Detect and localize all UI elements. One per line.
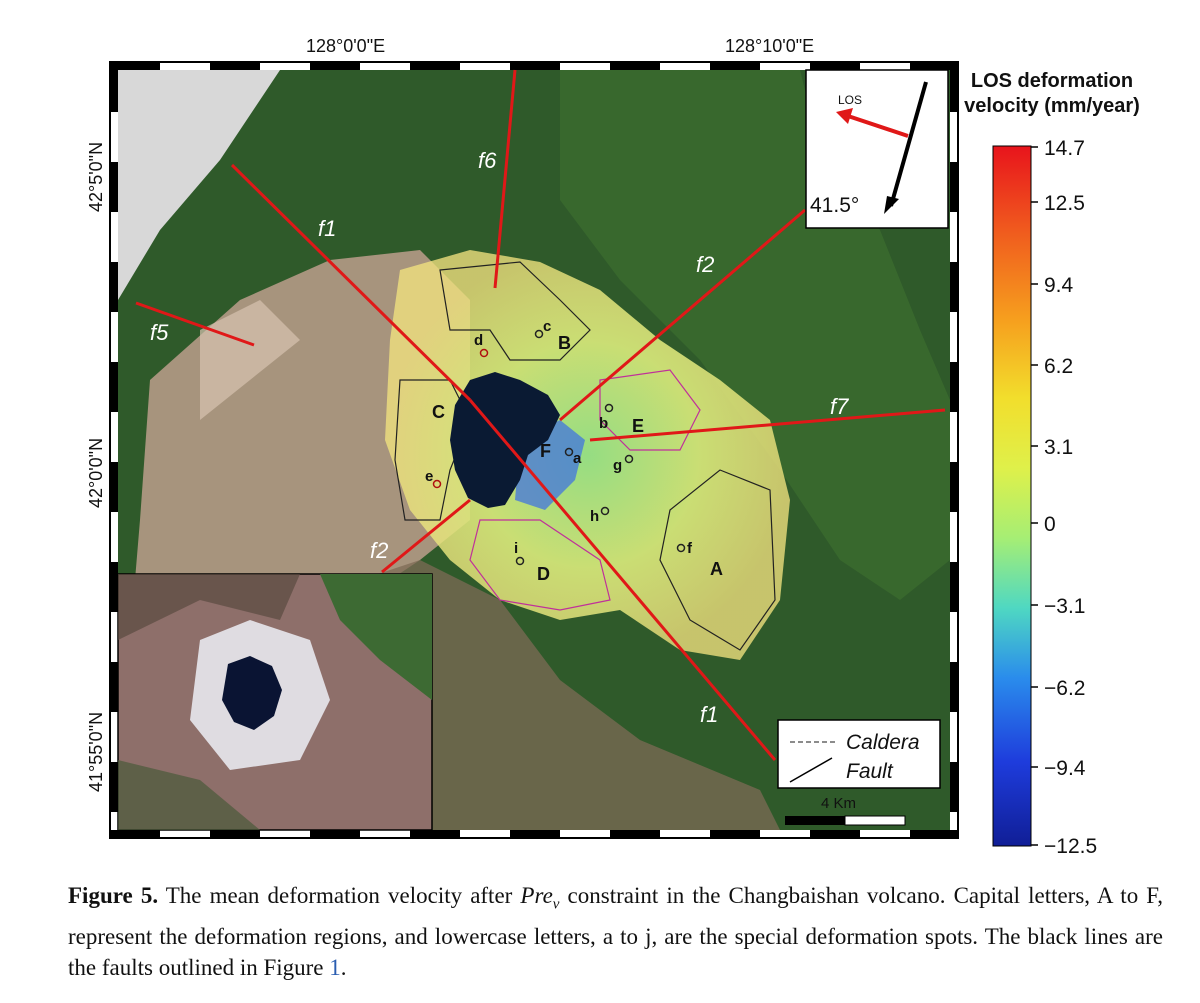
colorbar-tick-label: 6.2 [1044, 355, 1073, 378]
colorbar-tick-label: −6.2 [1044, 677, 1085, 700]
colorbar: LOS deformation velocity (mm/year) 14.7 … [964, 70, 1140, 858]
map-border-ticks [110, 62, 958, 838]
colorbar-tick-label: 12.5 [1044, 192, 1085, 215]
caption-end: . [340, 954, 347, 980]
fault-label-f2-south: f2 [370, 538, 388, 563]
fault-label-f6: f6 [478, 148, 497, 173]
region-label-E: E [632, 416, 644, 436]
fault-lines [135, 69, 946, 761]
fault-label-f2-north: f2 [696, 252, 714, 277]
colorbar-tick-label: 0 [1044, 513, 1056, 536]
map-legend: Caldera Fault 4 Km [777, 719, 941, 826]
spot-label-a: a [573, 450, 582, 467]
spot-label-f: f [687, 540, 693, 557]
region-label-A: A [710, 559, 723, 579]
colorbar-title-line2: velocity (mm/year) [964, 95, 1140, 117]
fault-label-f1-south: f1 [700, 702, 718, 727]
figure-caption: Figure 5. The mean deformation velocity … [68, 880, 1163, 983]
scale-bar-label: 4 Km [821, 795, 856, 812]
fault-f1-north [230, 163, 472, 402]
fault-f2-south [381, 498, 471, 574]
caldera-legend-label: Caldera [846, 731, 920, 754]
lon-label-128-10: 128°10'0"E [725, 36, 814, 56]
los-label: LOS [838, 93, 862, 107]
fault-legend-symbol [789, 757, 833, 783]
scale-bar-black [785, 816, 845, 825]
spot-label-d: d [474, 332, 483, 349]
caption-text-after: constraint in the Changbaishan volcano. … [68, 883, 1163, 980]
deformation-overlay [385, 250, 790, 660]
fault-f6 [493, 69, 517, 289]
region-label-C: C [432, 402, 445, 422]
spot-label-g: g [613, 457, 622, 474]
colorbar-tick-label: 14.7 [1044, 137, 1085, 160]
caption-label: Figure 5. [68, 883, 159, 908]
los-panel: LOS 41.5° [805, 69, 949, 229]
fault-label-f7: f7 [830, 394, 849, 419]
region-label-B: B [558, 333, 571, 353]
lat-label-41-55: 41°55'0"N [86, 712, 106, 792]
spot-label-h: h [590, 508, 599, 525]
spot-label-b: b [599, 415, 608, 432]
lat-label-42-0: 42°0'0"N [86, 438, 106, 508]
colorbar-title-line1: LOS deformation [971, 70, 1133, 92]
fault-legend-label: Fault [846, 760, 894, 783]
lat-label-42-5: 42°5'0"N [86, 142, 106, 212]
look-angle-label: 41.5° [810, 194, 859, 217]
caption-sub: v [552, 896, 560, 913]
fault-label-f5: f5 [150, 320, 169, 345]
los-arrow [847, 114, 909, 138]
inset-image [117, 573, 433, 831]
scale-bar-white [844, 815, 906, 826]
fault-f2-north [559, 208, 806, 422]
fault-f7 [589, 408, 946, 442]
region-label-F: F [540, 441, 551, 461]
caption-pre: Pre [520, 883, 553, 908]
figure-reference-link[interactable]: 1 [329, 954, 341, 980]
colorbar-tick-label: 3.1 [1044, 436, 1073, 459]
fault-f1-south [468, 399, 777, 761]
special-spots [432, 329, 686, 566]
region-label-D: D [537, 564, 550, 584]
colorbar-gradient [992, 145, 1032, 847]
fault-label-f1: f1 [318, 216, 336, 241]
colorbar-tick-label: −3.1 [1044, 595, 1085, 618]
fault-f5 [135, 301, 255, 347]
figure-5-map: f1 f6 f5 f2 f7 f2 f1 A B C D E F a b c d… [86, 36, 1140, 858]
colorbar-tick-label: −9.4 [1044, 757, 1086, 780]
spot-label-c: c [543, 318, 551, 335]
flight-direction-arrow [889, 81, 928, 207]
colorbar-tick-marks [1031, 146, 1038, 846]
lon-label-128-0: 128°0'0"E [306, 36, 385, 56]
colorbar-tick-label: 9.4 [1044, 274, 1074, 297]
caption-text-before: The mean deformation velocity after [158, 883, 521, 908]
spot-label-e: e [425, 468, 433, 485]
colorbar-tick-label: −12.5 [1044, 835, 1097, 858]
spot-label-i: i [514, 540, 518, 557]
